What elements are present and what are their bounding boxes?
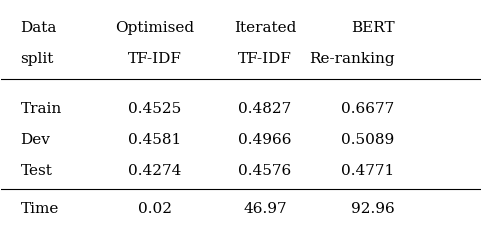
Text: Dev: Dev [21, 132, 51, 146]
Text: 0.4581: 0.4581 [128, 132, 181, 146]
Text: 0.6677: 0.6677 [341, 101, 394, 115]
Text: Test: Test [21, 163, 53, 177]
Text: 0.4576: 0.4576 [238, 163, 292, 177]
Text: 0.4274: 0.4274 [128, 163, 181, 177]
Text: split: split [21, 52, 54, 66]
Text: 92.96: 92.96 [350, 201, 394, 215]
Text: Time: Time [21, 201, 59, 215]
Text: Optimised: Optimised [115, 21, 194, 35]
Text: Re-ranking: Re-ranking [309, 52, 394, 66]
Text: 0.5089: 0.5089 [341, 132, 394, 146]
Text: TF-IDF: TF-IDF [238, 52, 292, 66]
Text: 0.4827: 0.4827 [238, 101, 292, 115]
Text: 46.97: 46.97 [243, 201, 287, 215]
Text: 0.4966: 0.4966 [238, 132, 292, 146]
Text: BERT: BERT [351, 21, 394, 35]
Text: 0.4525: 0.4525 [128, 101, 181, 115]
Text: Train: Train [21, 101, 62, 115]
Text: 0.02: 0.02 [138, 201, 172, 215]
Text: Data: Data [21, 21, 57, 35]
Text: TF-IDF: TF-IDF [128, 52, 182, 66]
Text: Iterated: Iterated [234, 21, 296, 35]
Text: 0.4771: 0.4771 [341, 163, 394, 177]
